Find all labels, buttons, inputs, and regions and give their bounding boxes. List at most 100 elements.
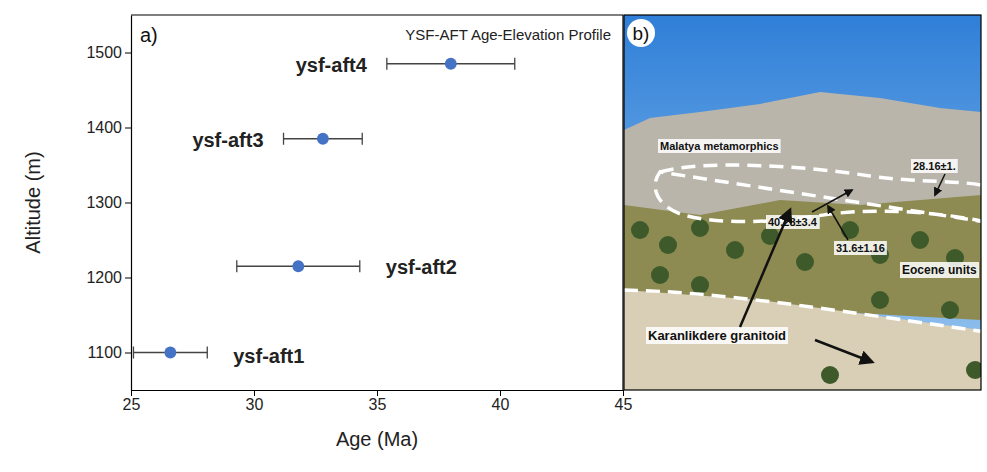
- photo-frame: [624, 15, 981, 390]
- data-marks: [133, 58, 514, 359]
- error-bar-cap: [362, 133, 363, 145]
- arrow: [740, 210, 790, 327]
- x-axis: 25 30 35 40 45: [123, 390, 633, 413]
- tick-label: 1300: [86, 194, 122, 211]
- tick-mark: [377, 390, 378, 396]
- annotation-background: [911, 159, 958, 173]
- photo-annotation: Karanlikdere granitoid: [646, 327, 788, 344]
- point: [292, 260, 304, 272]
- photo-annotation: Eocene units: [900, 262, 979, 278]
- tick-mark: [125, 278, 131, 279]
- error-bar-cap: [283, 133, 284, 145]
- tree: [966, 361, 981, 379]
- tick: 40: [492, 390, 510, 413]
- tick-mark: [125, 203, 131, 204]
- granitoid-outline: [655, 165, 981, 222]
- tick-label: 25: [123, 396, 141, 413]
- tick: 1300: [86, 194, 131, 211]
- panel-label: a): [140, 24, 158, 46]
- tree: [796, 253, 814, 271]
- tick: 25: [123, 390, 141, 413]
- point: [164, 347, 176, 359]
- point-label: ysf-aft1: [233, 345, 304, 367]
- tree: [726, 241, 744, 259]
- tree: [941, 301, 959, 319]
- plot-background: [131, 15, 623, 390]
- figure: 25 30 35 40 45 1100 1200 1300 1400 1500 Age (Ma) Al…: [0, 0, 987, 472]
- photo-annotation-text: Eocene units: [902, 263, 977, 277]
- photo-annotation-text: 40.28±3.4: [768, 216, 818, 228]
- tick: 1500: [86, 44, 131, 61]
- tree: [821, 366, 839, 384]
- tick: 30: [246, 390, 264, 413]
- tick: 1400: [86, 119, 131, 136]
- error-bar-cap: [133, 347, 134, 359]
- arrow: [812, 190, 852, 212]
- tick: 1200: [86, 269, 131, 286]
- tick-label: 1500: [86, 44, 122, 61]
- annotation-background: [766, 215, 820, 229]
- tree: [871, 291, 889, 309]
- photo-annotation: 31.6±1.16: [834, 241, 887, 255]
- axis-line: [131, 16, 132, 391]
- error-bar-cap: [207, 347, 208, 359]
- error-bar-cap: [236, 260, 237, 272]
- chart-title: YSF-AFT Age-Elevation Profile: [405, 26, 611, 43]
- panel-label-b: b): [627, 19, 655, 47]
- annotation-background: [834, 241, 887, 255]
- error-bar-cap: [514, 58, 515, 70]
- point-label: ysf-aft2: [386, 256, 457, 278]
- tick-mark: [125, 353, 131, 354]
- point: [317, 133, 329, 145]
- point-label: ysf-aft3: [192, 129, 263, 151]
- annotation-background: [658, 139, 781, 153]
- photo-scene: [624, 15, 981, 390]
- tick-label: 35: [369, 396, 387, 413]
- tick-mark: [131, 390, 132, 396]
- sky: [624, 15, 981, 390]
- panel-label-background: [627, 19, 655, 47]
- tick-label: 1400: [86, 119, 122, 136]
- arrow: [815, 340, 872, 362]
- error-bar: [133, 347, 207, 359]
- photo-annotation-text: 28.16±1.: [913, 160, 956, 172]
- tick: 35: [369, 390, 387, 413]
- tick-mark: [500, 390, 501, 396]
- tick-label: 1200: [86, 269, 122, 286]
- photo-annotation-text: Malatya metamorphics: [660, 140, 779, 152]
- tick-mark: [125, 128, 131, 129]
- y-axis: 1100 1200 1300 1400 1500: [86, 16, 131, 391]
- y-axis-title: Altitude (m): [22, 151, 44, 253]
- x-axis-title: Age (Ma): [336, 428, 418, 450]
- error-bar: [284, 133, 363, 145]
- panel-label: b): [633, 23, 650, 44]
- photo-annotation-text: 31.6±1.16: [836, 242, 885, 254]
- tick-mark: [125, 53, 131, 54]
- arrow: [828, 206, 848, 240]
- tree: [911, 231, 929, 249]
- tree: [651, 266, 669, 284]
- photo-annotation: 40.28±3.4: [766, 215, 820, 229]
- photo-annotation-text: Karanlikdere granitoid: [648, 328, 786, 343]
- tree: [691, 219, 709, 237]
- contact-line: [624, 290, 981, 332]
- point-label: ysf-aft4: [296, 54, 368, 76]
- tick-label: 30: [246, 396, 264, 413]
- annotation-background: [646, 327, 788, 344]
- tick-label: 40: [492, 396, 510, 413]
- tree: [659, 236, 677, 254]
- annotation-background: [900, 262, 979, 278]
- tick: 1100: [88, 344, 131, 361]
- arrow: [935, 174, 945, 195]
- tree: [841, 221, 859, 239]
- error-bar: [387, 58, 515, 70]
- tick-label: 45: [615, 396, 633, 413]
- error-bar: [237, 260, 360, 272]
- point: [445, 58, 457, 70]
- tree: [631, 221, 649, 239]
- tick-label: 1100: [88, 344, 123, 361]
- error-bar-cap: [359, 260, 360, 272]
- tick-mark: [254, 390, 255, 396]
- photo-panel: b) Malatya metamorphics 28.16±1. 40.28±3.4 3…: [624, 15, 986, 390]
- tree: [691, 276, 709, 294]
